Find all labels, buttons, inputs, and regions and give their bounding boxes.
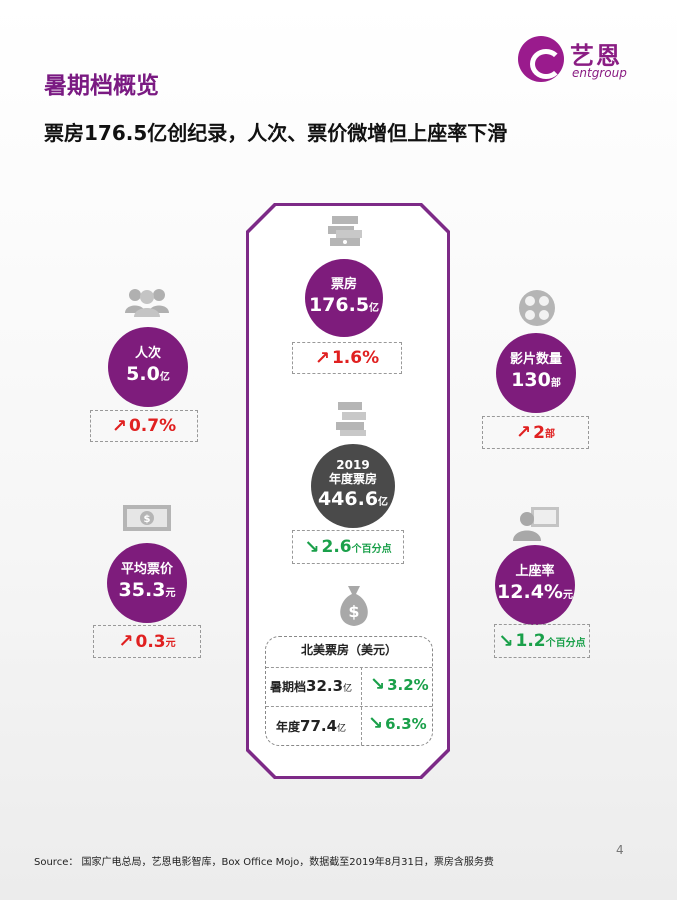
admissions-unit: 亿 xyxy=(159,371,170,383)
na-summer-change-value: 3.2% xyxy=(387,676,429,694)
arrow-down-icon: ↘ xyxy=(304,536,320,558)
occupancy-circle: 上座率 12.4%元 xyxy=(495,545,575,625)
box-office-change-value: 1.6% xyxy=(331,348,380,368)
films-value-line: 130部 xyxy=(511,368,561,396)
source-note: Source： 国家广电总局，艺恩电影智库，Box Office Mojo，数据… xyxy=(34,857,494,868)
presenter-icon xyxy=(513,505,561,541)
na-summer-value: 32.3 xyxy=(306,677,344,695)
na-annual-label: 年度 xyxy=(276,720,301,734)
admissions-value-line: 5.0亿 xyxy=(126,362,170,390)
admissions-value: 5.0 xyxy=(126,362,160,385)
occupancy-change-value: 1.2 xyxy=(515,631,546,651)
admissions-circle: 人次 5.0亿 xyxy=(108,327,188,407)
films-change-unit: 部 xyxy=(544,429,555,440)
na-summer-change: ↘ 3.2% xyxy=(370,674,429,695)
north-america-title: 北美票房（美元） xyxy=(300,643,397,657)
money-stack-icon xyxy=(326,214,366,248)
svg-text:$: $ xyxy=(348,602,359,621)
occupancy-change-unit: 个百分点 xyxy=(545,637,586,649)
na-annual-value: 77.4 xyxy=(300,717,338,735)
arrow-down-icon: ↘ xyxy=(498,630,514,652)
section-title: 暑期档概览 xyxy=(44,73,159,99)
avg-price-circle: 平均票价 35.3元 xyxy=(107,543,187,623)
avg-price-change-value: 0.3 xyxy=(135,631,166,652)
arrow-up-icon: ↗ xyxy=(516,422,532,443)
annual-box-office-label: 年度票房 xyxy=(328,471,377,486)
arrow-up-icon: ↗ xyxy=(314,347,330,369)
box-office-circle: 票房 176.5亿 xyxy=(305,259,383,337)
na-summer-label: 暑期档 xyxy=(270,680,307,694)
na-annual-row: 年度77.4亿 xyxy=(276,716,346,735)
arrow-down-icon: ↘ xyxy=(368,713,384,734)
na-divider-vertical xyxy=(361,667,362,745)
films-value: 130 xyxy=(511,368,551,391)
arrow-up-icon: ↗ xyxy=(118,631,134,652)
annual-change-value: 2.6 xyxy=(321,537,352,557)
north-america-box xyxy=(265,636,433,746)
svg-text:$: $ xyxy=(144,514,151,525)
annual-change-unit: 个百分点 xyxy=(351,543,392,555)
box-office-change: ↗ 1.6% xyxy=(292,342,402,374)
avg-price-unit: 元 xyxy=(165,587,176,599)
na-divider-top xyxy=(266,667,432,668)
page-number: 4 xyxy=(616,843,624,857)
films-label: 影片数量 xyxy=(509,351,562,367)
box-office-unit: 亿 xyxy=(369,302,380,314)
films-circle: 影片数量 130部 xyxy=(496,333,576,413)
logo-mark-icon xyxy=(518,36,564,82)
annual-box-office-change: ↘ 2.6 个百分点 xyxy=(292,530,404,564)
occupancy-change: ↘ 1.2 个百分点 xyxy=(494,624,590,658)
na-divider-mid xyxy=(266,706,432,707)
money-stack-icon xyxy=(334,400,370,438)
occupancy-value-line: 12.4%元 xyxy=(497,580,573,608)
occupancy-label: 上座率 xyxy=(515,563,555,579)
annual-box-office-unit: 亿 xyxy=(378,496,389,508)
na-summer-row: 暑期档32.3亿 xyxy=(270,676,352,695)
logo-cn-text: 艺恩 xyxy=(570,42,622,70)
avg-price-change: ↗ 0.3 元 xyxy=(93,625,201,658)
avg-price-value: 35.3 xyxy=(118,578,166,601)
occupancy-unit: 元 xyxy=(562,589,573,601)
arrow-down-icon: ↘ xyxy=(370,674,386,695)
box-office-label: 票房 xyxy=(330,276,357,292)
annual-year-label: 2019 xyxy=(336,457,370,472)
admissions-change-value: 0.7% xyxy=(128,416,177,436)
na-summer-unit: 亿 xyxy=(343,684,353,694)
ticket-icon: $ xyxy=(121,503,173,533)
films-change-value: 2 xyxy=(533,422,545,443)
arrow-up-icon: ↗ xyxy=(111,415,127,437)
box-office-value: 176.5 xyxy=(308,293,370,316)
occupancy-value: 12.4% xyxy=(497,580,563,603)
avg-price-change-unit: 元 xyxy=(165,638,176,649)
na-annual-change-value: 6.3% xyxy=(385,715,427,733)
headline: 票房176.5亿创纪录，人次、票价微增但上座率下滑 xyxy=(44,121,508,145)
na-annual-unit: 亿 xyxy=(337,724,347,734)
annual-box-office-circle: 2019 年度票房 446.6亿 xyxy=(311,444,395,528)
logo-en-text: entgroup xyxy=(572,66,627,80)
people-icon xyxy=(124,287,170,317)
admissions-change: ↗ 0.7% xyxy=(90,410,198,442)
films-unit: 部 xyxy=(550,377,561,389)
money-bag-icon: $ xyxy=(334,584,374,628)
films-change: ↗ 2 部 xyxy=(482,416,589,449)
admissions-label: 人次 xyxy=(134,345,161,361)
annual-box-office-value-line: 446.6亿 xyxy=(318,487,388,515)
box-office-value-line: 176.5亿 xyxy=(309,293,379,321)
film-reel-icon xyxy=(517,288,557,328)
na-annual-change: ↘ 6.3% xyxy=(368,713,427,734)
avg-price-label: 平均票价 xyxy=(120,561,173,577)
avg-price-value-line: 35.3元 xyxy=(119,578,176,606)
annual-box-office-value: 446.6 xyxy=(317,487,379,510)
entgroup-logo: 艺恩 entgroup xyxy=(518,36,653,84)
